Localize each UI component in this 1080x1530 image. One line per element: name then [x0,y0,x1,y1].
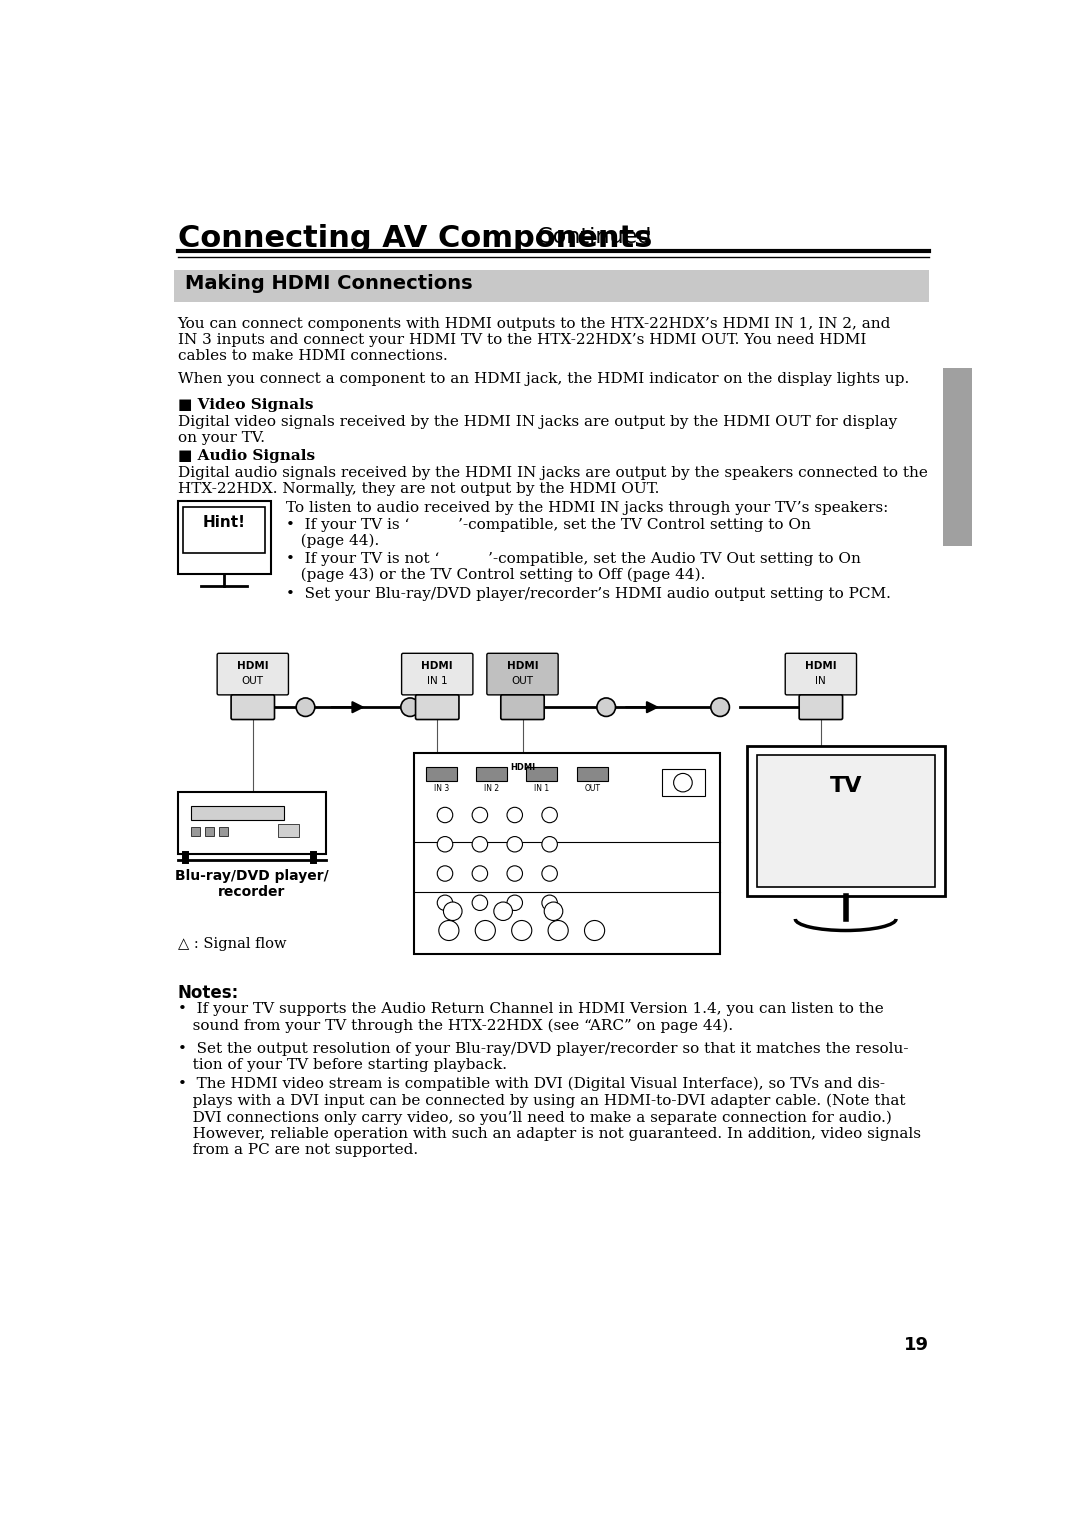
Text: OUT: OUT [584,785,600,793]
Bar [279,825,298,837]
Circle shape [507,866,523,881]
Text: •  Set the output resolution of your Blu-ray/DVD player/recorder so that it matc: • Set the output resolution of your Blu-… [177,1042,908,1073]
Text: Digital audio signals received by the HDMI IN jacks are output by the speakers c: Digital audio signals received by the HD… [177,467,928,496]
Text: •  If your TV is ‘          ’-compatible, set the TV Control setting to On
   (p: • If your TV is ‘ ’-compatible, set the … [286,517,811,548]
Bar [577,767,608,782]
Circle shape [472,837,488,852]
Circle shape [711,698,729,716]
Text: •  If your TV is not ‘          ’-compatible, set the Audio TV Out setting to On: • If your TV is not ‘ ’-compatible, set … [286,552,861,583]
FancyBboxPatch shape [487,653,558,695]
FancyBboxPatch shape [799,695,842,719]
Text: IN 1: IN 1 [427,676,447,687]
Text: Hint!: Hint! [203,514,245,529]
Circle shape [544,903,563,921]
Circle shape [507,895,523,910]
Text: HDMI: HDMI [805,661,837,672]
Circle shape [472,808,488,823]
Circle shape [438,921,459,941]
Text: •  Set your Blu-ray/DVD player/recorder’s HDMI audio output setting to PCM.: • Set your Blu-ray/DVD player/recorder’s… [286,588,891,601]
Text: IN: IN [815,676,826,687]
Bar [191,806,284,820]
Bar [943,369,972,546]
Bar [191,826,200,835]
Circle shape [437,808,453,823]
FancyBboxPatch shape [501,695,544,719]
Text: To listen to audio received by the HDMI IN jacks through your TV’s speakers:: To listen to audio received by the HDMI … [286,500,889,514]
Circle shape [472,895,488,910]
Circle shape [437,895,453,910]
Text: OUT: OUT [512,676,534,687]
Circle shape [437,866,453,881]
Bar [177,500,271,574]
Text: IN 2: IN 2 [484,785,499,793]
Circle shape [674,774,692,793]
Circle shape [444,903,462,921]
FancyBboxPatch shape [785,653,856,695]
Circle shape [475,921,496,941]
Bar [747,745,945,897]
Circle shape [548,921,568,941]
Text: Blu-ray/DVD player/
recorder: Blu-ray/DVD player/ recorder [175,869,329,900]
Bar [177,793,326,854]
Text: ■ Audio Signals: ■ Audio Signals [177,450,314,464]
Circle shape [507,808,523,823]
Bar [218,826,228,835]
Text: Connecting AV Components: Connecting AV Components [177,223,652,252]
FancyBboxPatch shape [217,653,288,695]
Text: △ : Signal flow: △ : Signal flow [177,936,286,950]
Text: HDMI: HDMI [237,661,269,672]
Circle shape [437,837,453,852]
Text: 19: 19 [904,1336,930,1354]
Bar [526,767,557,782]
Text: When you connect a component to an HDMI jack, the HDMI indicator on the display : When you connect a component to an HDMI … [177,372,909,386]
Text: You can connect components with HDMI outputs to the HTX-22HDX’s HDMI IN 1, IN 2,: You can connect components with HDMI out… [177,317,891,363]
Bar [662,768,704,796]
Circle shape [507,837,523,852]
Text: IN 1: IN 1 [535,785,550,793]
Text: HDMI: HDMI [507,661,538,672]
Bar [757,754,935,886]
Text: •  The HDMI video stream is compatible with DVI (Digital Visual Interface), so T: • The HDMI video stream is compatible wi… [177,1077,920,1157]
Circle shape [542,808,557,823]
FancyBboxPatch shape [416,695,459,719]
Text: Making HDMI Connections: Making HDMI Connections [186,274,473,294]
Text: Notes:: Notes: [177,984,239,1002]
FancyBboxPatch shape [402,653,473,695]
Bar [476,767,507,782]
Circle shape [512,921,531,941]
Circle shape [401,698,419,716]
Circle shape [584,921,605,941]
Bar [426,767,457,782]
Circle shape [472,866,488,881]
Bar [414,753,720,953]
Circle shape [597,698,616,716]
Text: HDMI: HDMI [510,762,535,771]
Text: TV: TV [829,777,862,797]
Text: IN 3: IN 3 [433,785,449,793]
Text: ■ Video Signals: ■ Video Signals [177,398,313,412]
Text: •  If your TV supports the Audio Return Channel in HDMI Version 1.4, you can lis: • If your TV supports the Audio Return C… [177,1002,883,1033]
Circle shape [542,866,557,881]
FancyBboxPatch shape [231,695,274,719]
Text: OUT: OUT [242,676,264,687]
Bar [205,826,214,835]
Text: HDMI: HDMI [421,661,454,672]
Bar [174,269,930,303]
Circle shape [542,895,557,910]
Circle shape [296,698,314,716]
Text: Continued: Continued [530,228,651,248]
Circle shape [542,837,557,852]
Bar [183,506,266,554]
Circle shape [494,903,512,921]
Text: Digital video signals received by the HDMI IN jacks are output by the HDMI OUT f: Digital video signals received by the HD… [177,415,896,445]
